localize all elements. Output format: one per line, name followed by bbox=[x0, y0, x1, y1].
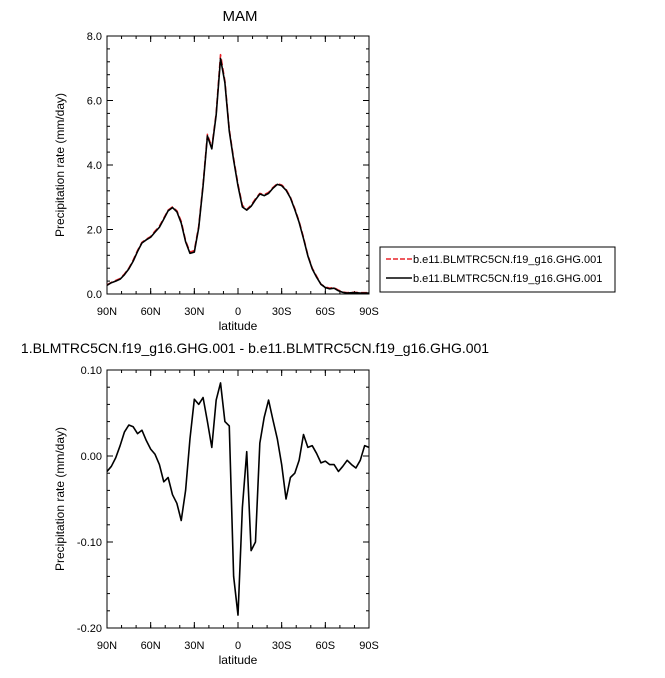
bottom-x-tick-label: 60N bbox=[141, 640, 161, 652]
top-x-tick-label: 60N bbox=[141, 306, 161, 318]
bottom-y-axis-label: Precipitation rate (mm/day) bbox=[53, 427, 67, 571]
top-series-line-1 bbox=[106, 57, 369, 294]
top-y-tick-label: 2.0 bbox=[87, 225, 102, 237]
top-y-tick-label: 4.0 bbox=[87, 160, 102, 172]
top-series-line-0 bbox=[106, 53, 369, 294]
bottom-chart-panel: 90N 60N 30N 0 30S 60S 90S -0.20 -0.10 0.00 0.10 lat… bbox=[53, 365, 379, 667]
bottom-x-tick-label: 90S bbox=[359, 640, 379, 652]
top-y-tick-label: 8.0 bbox=[87, 31, 102, 43]
top-x-axis-label: latitude bbox=[219, 319, 258, 333]
bottom-plot-frame bbox=[106, 369, 370, 629]
legend-label-0: b.e11.BLMTRC5CN.f19_g16.GHG.001 bbox=[413, 254, 602, 266]
bottom-chart-title: 1.BLMTRC5CN.f19_g16.GHG.001 - b.e11.BLMT… bbox=[21, 340, 489, 356]
top-x-tick-label: 60S bbox=[316, 306, 336, 318]
top-chart-panel: 90N 60N 30N 0 30S 60S 90S 0.0 2.0 4.0 6.0 8.0 latitu… bbox=[53, 31, 379, 333]
bottom-y-tick-label: 0.00 bbox=[81, 451, 102, 463]
bottom-x-tick-label: 0 bbox=[235, 640, 241, 652]
bottom-y-tick-label: -0.10 bbox=[77, 537, 102, 549]
legend: b.e11.BLMTRC5CN.f19_g16.GHG.001 b.e11.BLM… bbox=[379, 246, 616, 293]
top-plot-frame bbox=[106, 35, 370, 295]
legend-box bbox=[379, 246, 616, 293]
top-y-tick-label: 0.0 bbox=[87, 289, 102, 301]
bottom-y-tick-label: 0.10 bbox=[81, 365, 102, 377]
bottom-x-tick-label: 30N bbox=[184, 640, 204, 652]
top-y-tick-label: 6.0 bbox=[87, 96, 102, 108]
top-x-tick-label: 90S bbox=[359, 306, 379, 318]
top-y-axis-label: Precipitation rate (mm/day) bbox=[53, 93, 67, 237]
top-chart-title: MAM bbox=[223, 8, 258, 25]
bottom-x-tick-label: 30S bbox=[272, 640, 292, 652]
top-x-tick-label: 30N bbox=[184, 306, 204, 318]
bottom-series-line-0 bbox=[106, 382, 370, 616]
legend-label-1: b.e11.BLMTRC5CN.f19_g16.GHG.001 bbox=[413, 273, 602, 285]
bottom-x-tick-label: 60S bbox=[316, 640, 336, 652]
top-x-tick-label: 30S bbox=[272, 306, 292, 318]
bottom-x-tick-label: 90N bbox=[97, 640, 117, 652]
top-x-tick-label: 0 bbox=[235, 306, 241, 318]
bottom-x-axis-label: latitude bbox=[219, 653, 258, 667]
bottom-y-tick-label: -0.20 bbox=[77, 623, 102, 635]
top-x-tick-label: 90N bbox=[97, 306, 117, 318]
